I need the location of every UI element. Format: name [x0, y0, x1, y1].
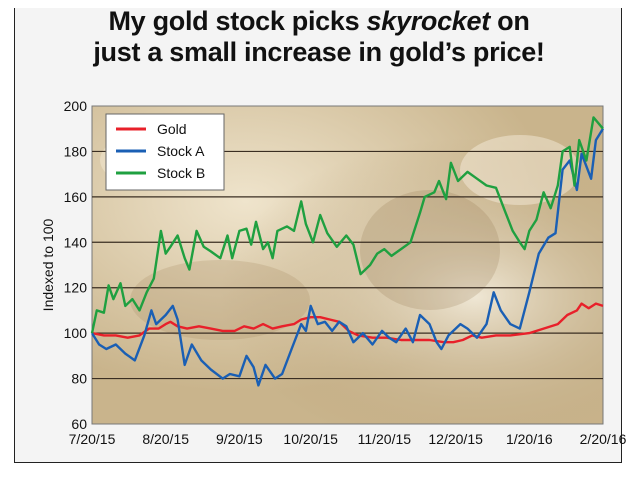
series-lines [90, 116, 605, 387]
chart-title: My gold stock picks skyrocket on just a … [0, 6, 638, 68]
series-line-gold [91, 302, 604, 344]
x-tick-label: 8/20/15 [142, 431, 189, 447]
x-tick-label: 11/20/15 [358, 431, 412, 447]
series-line-stock-a [90, 128, 605, 387]
title-line2: just a small increase in gold’s price! [93, 37, 545, 67]
y-tick-label: 100 [64, 325, 88, 341]
y-tick-label: 200 [64, 98, 88, 114]
plot-background [91, 105, 604, 425]
y-tick-label: 80 [71, 371, 87, 387]
y-tick-label: 140 [64, 234, 88, 250]
x-tick-label: 1/20/16 [506, 431, 553, 447]
x-tick-label: 12/20/15 [428, 431, 483, 447]
y-tick-label: 160 [64, 189, 88, 205]
title-emphasis: skyrocket [366, 6, 491, 36]
y-axis-label: Indexed to 100 [40, 218, 56, 311]
series-line-stock-b [90, 116, 604, 334]
x-tick-label: 9/20/15 [216, 431, 263, 447]
title-line1-end: on [497, 6, 530, 36]
legend-label: Stock B [157, 165, 205, 181]
x-tick-label: 2/20/16 [580, 431, 627, 447]
legend: Gold Stock A Stock B [105, 113, 225, 191]
x-tick-label: 7/20/15 [69, 431, 116, 447]
y-tick-label: 60 [71, 416, 87, 432]
y-tick-label: 120 [64, 280, 88, 296]
title-line1: My gold stock picks [108, 6, 360, 36]
legend-label: Stock A [157, 143, 205, 159]
grid-lines [92, 150, 603, 380]
legend-label: Gold [157, 121, 187, 137]
x-tick-label: 10/20/15 [283, 431, 338, 447]
y-tick-label: 180 [64, 143, 88, 159]
y-axis: 60 80 100 120 140 160 180 200 [64, 98, 88, 432]
x-axis: 7/20/15 8/20/15 9/20/15 10/20/15 11/20/15 12/… [69, 431, 627, 447]
